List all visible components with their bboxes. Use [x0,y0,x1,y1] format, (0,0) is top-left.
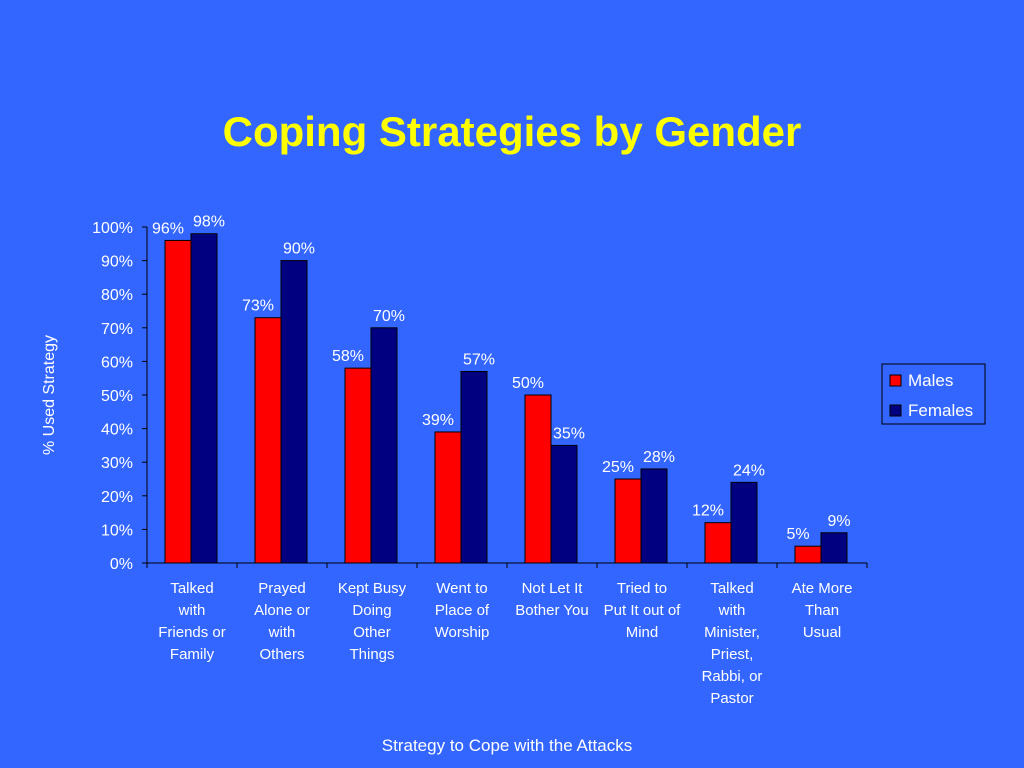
legend-swatch-females [889,404,902,417]
data-label: 58% [332,348,364,365]
y-tick-label: 100% [92,220,133,237]
bar-males [434,431,462,564]
y-tick-label: 20% [101,489,133,506]
x-tick-label: Ate More Than Usual [792,580,853,641]
bar-males [704,522,732,564]
y-tick-label: 60% [101,354,133,371]
bar-males [344,367,372,564]
y-tick-label: 10% [101,522,133,539]
y-tick-label: 30% [101,455,133,472]
y-axis-label: % Used Strategy [41,335,58,455]
y-tick-label: 50% [101,388,133,405]
bar-females [370,327,398,564]
legend: Males Females [881,363,986,425]
x-tick-label: Kept Busy Doing Other Things [338,580,407,663]
labels-layer: 96% 98% Talked with Friends or Family 73% 90% Pr… [152,214,852,707]
y-tick-label: 70% [101,321,133,338]
data-label: 24% [733,462,765,479]
x-tick-label: Went to Place of Worship [435,580,490,641]
data-label: 39% [422,412,454,429]
x-axis-label: Strategy to Cope with the Attacks [382,736,632,755]
x-tick-label: Tried to Put It out of Mind [604,580,682,641]
bar-males [794,545,822,564]
x-tick-label: Prayed Alone or with Others [254,580,310,663]
x-tick-label: Talked with Minister, Priest, Rabbi, or Pasto… [702,580,763,707]
data-label: 9% [827,513,850,530]
data-label: 12% [692,503,724,520]
bar-males [164,239,192,564]
data-label: 96% [152,220,184,237]
bar-females [460,370,488,564]
data-label: 25% [602,459,634,476]
page-title: Coping Strategies by Gender [222,108,802,155]
data-label: 57% [463,351,495,368]
data-label: 35% [553,425,585,442]
bar-females [190,233,218,564]
legend-entry-males: Males [908,371,953,390]
data-label: 90% [283,241,315,258]
bar-males [524,394,552,564]
legend-entry-females: Females [908,401,973,420]
axes-layer: 0% 10% 20% 30% 40% 50% 60% 70% 80% 90% 100% [92,220,868,573]
y-tick-label: 40% [101,422,133,439]
x-tick-label: Not Let It Bother You [515,580,588,619]
y-tick-label: 90% [101,254,133,271]
bar-females [640,468,668,564]
data-label: 50% [512,375,544,392]
x-tick-label: Talked with Friends or Family [158,580,226,663]
data-label: 70% [373,308,405,325]
bar-females [280,260,308,564]
bars-layer [164,233,848,564]
data-label: 5% [786,526,809,543]
y-tick-label: 80% [101,287,133,304]
bar-females [730,481,758,564]
bar-females [820,532,848,564]
bar-females [550,444,578,564]
y-tick-label: 0% [110,556,133,573]
data-label: 73% [242,298,274,315]
data-label: 98% [193,214,225,231]
bar-males [614,478,642,564]
data-label: 28% [643,449,675,466]
bar-males [254,317,282,564]
legend-swatch-males [889,374,902,387]
